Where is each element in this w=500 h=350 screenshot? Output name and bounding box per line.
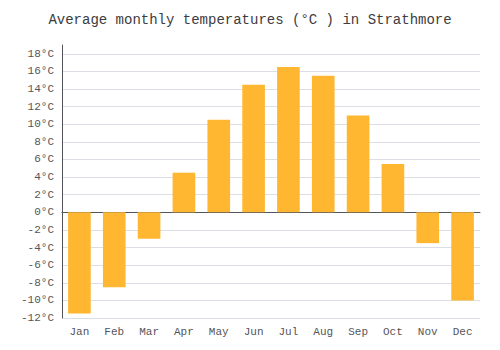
svg-text:-6°C: -6°C — [28, 259, 55, 271]
svg-text:14°C: 14°C — [28, 83, 55, 95]
svg-text:-2°C: -2°C — [28, 224, 55, 236]
svg-text:Oct: Oct — [383, 326, 403, 338]
svg-text:Sep: Sep — [348, 326, 368, 338]
svg-text:-10°C: -10°C — [21, 294, 54, 306]
svg-text:Nov: Nov — [418, 326, 438, 338]
svg-text:Apr: Apr — [174, 326, 194, 338]
svg-text:-12°C: -12°C — [21, 312, 54, 324]
svg-text:2°C: 2°C — [34, 189, 54, 201]
svg-text:6°C: 6°C — [34, 153, 54, 165]
svg-text:Jul: Jul — [279, 326, 299, 338]
svg-text:Aug: Aug — [313, 326, 333, 338]
svg-text:Jun: Jun — [244, 326, 264, 338]
svg-text:12°C: 12°C — [28, 101, 55, 113]
svg-text:-4°C: -4°C — [28, 242, 55, 254]
svg-text:16°C: 16°C — [28, 65, 55, 77]
svg-text:Feb: Feb — [104, 326, 124, 338]
svg-text:-8°C: -8°C — [28, 277, 55, 289]
svg-text:Dec: Dec — [453, 326, 473, 338]
svg-text:18°C: 18°C — [28, 48, 55, 60]
svg-text:Mar: Mar — [139, 326, 159, 338]
svg-text:8°C: 8°C — [34, 136, 54, 148]
svg-text:Average monthly temperatures (: Average monthly temperatures (°C ) in St… — [48, 12, 451, 28]
svg-text:10°C: 10°C — [28, 118, 55, 130]
svg-text:0°C: 0°C — [34, 206, 54, 218]
svg-text:May: May — [209, 326, 229, 338]
svg-text:Jan: Jan — [70, 326, 90, 338]
svg-text:4°C: 4°C — [34, 171, 54, 183]
